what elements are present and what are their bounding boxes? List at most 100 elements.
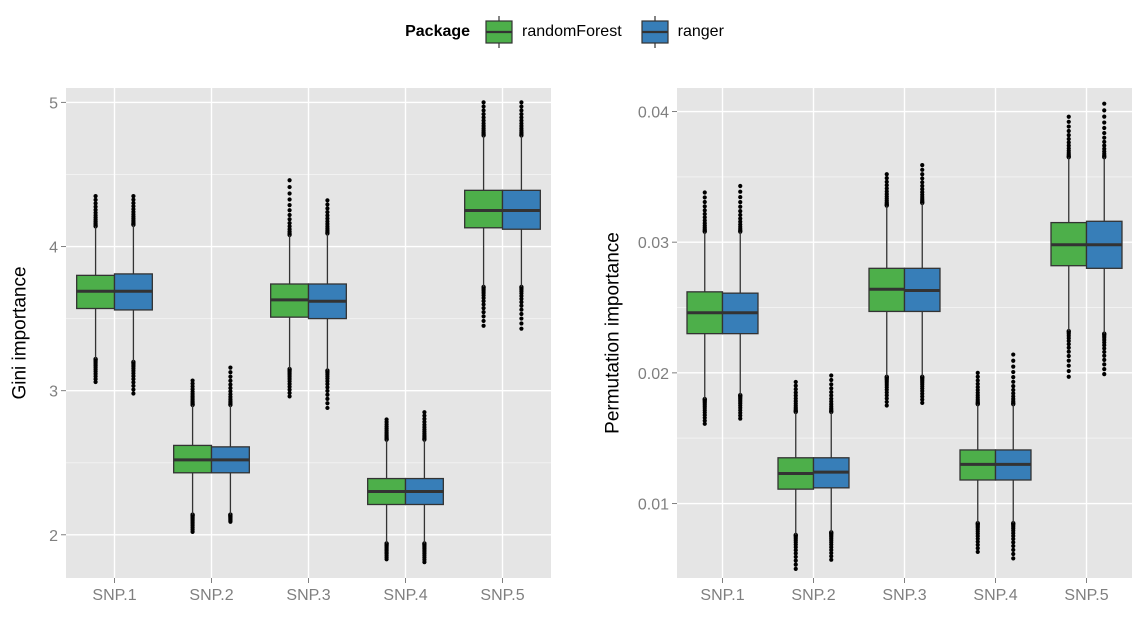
outlier-point (519, 108, 524, 113)
y-tick-label: 0.04 (638, 105, 669, 122)
outlier-point (738, 183, 743, 189)
outlier-point (1102, 143, 1107, 148)
outlier-point (93, 204, 98, 209)
outlier-point (702, 215, 707, 220)
outlier-point (228, 374, 233, 379)
outlier-point (228, 378, 233, 383)
outlier-point (519, 118, 524, 123)
outlier-point (829, 557, 834, 562)
outlier-point (1102, 349, 1107, 355)
outlier-point (519, 115, 524, 120)
outlier-point (287, 212, 292, 218)
y-tick-label: 0.02 (638, 366, 669, 383)
charts-svg: 2 3 4 5 SNP.1 SNP.2 SNP.3 SNP.4 SNP.5 Gini import… (10, 88, 1132, 604)
x-tick-label: SNP.4 (383, 587, 427, 604)
outlier-point (793, 562, 798, 567)
outlier-point (1102, 139, 1107, 144)
outlier-point (131, 197, 136, 202)
outlier-point (519, 316, 524, 321)
outlier-point (1011, 536, 1016, 542)
outlier-point (738, 216, 743, 221)
y-axis-label: Permutation importance (603, 232, 624, 434)
outlier-point (93, 379, 98, 385)
outlier-point (975, 384, 980, 390)
outlier-point (1102, 353, 1107, 358)
chart-panel-2: 0.01 0.02 0.03 0.04 SNP.1 SNP.2 SNP.3 SNP.4 SNP.… (603, 88, 1132, 604)
outlier-point (738, 189, 743, 194)
outlier-point (920, 187, 925, 192)
outlier-point (975, 546, 980, 551)
outlier-point (975, 374, 980, 379)
outlier-point (519, 307, 524, 312)
outlier-point (131, 204, 136, 209)
outlier-point (920, 167, 925, 172)
outlier-point (481, 309, 486, 315)
outlier-point (884, 176, 889, 181)
outlier-point (131, 207, 136, 212)
outlier-point (1102, 114, 1107, 119)
outlier-point (702, 415, 707, 420)
outlier-point (325, 401, 330, 406)
outlier-point (422, 410, 427, 415)
outlier-point (481, 306, 486, 311)
box-ranger-snp1 (721, 183, 759, 421)
outlier-point (702, 204, 707, 209)
outlier-point (384, 417, 389, 422)
outlier-point (325, 388, 330, 394)
outlier-point (829, 393, 834, 398)
outlier-point (481, 104, 486, 109)
box-randomforest-snp4 (367, 417, 407, 562)
outlier-point (1011, 379, 1016, 384)
outlier-point (1102, 372, 1107, 377)
outlier-point (793, 393, 798, 398)
outlier-point (1011, 369, 1016, 375)
outlier-point (1066, 124, 1071, 129)
outlier-point (287, 224, 292, 229)
outlier-point (1102, 135, 1107, 140)
outlier-point (287, 178, 292, 183)
outlier-point (1011, 547, 1016, 552)
outlier-point (975, 539, 980, 544)
outlier-point (829, 382, 834, 387)
outlier-point (190, 529, 195, 534)
outlier-point (131, 374, 136, 379)
outlier-point (481, 314, 486, 319)
outlier-point (1011, 394, 1016, 399)
outlier-point (829, 554, 834, 559)
outlier-point (920, 400, 925, 406)
outlier-point (519, 296, 524, 301)
outlier-point (384, 557, 389, 562)
outlier-point (228, 386, 233, 391)
outlier-point (325, 206, 330, 211)
outlier-point (131, 377, 136, 382)
outlier-point (1102, 146, 1107, 151)
outlier-point (131, 193, 136, 199)
outlier-point (975, 370, 980, 375)
outlier-point (1011, 540, 1016, 545)
outlier-point (884, 403, 889, 408)
outlier-point (519, 311, 524, 317)
outlier-point (287, 394, 292, 399)
box-ranger-snp5 (1085, 101, 1123, 377)
outlier-point (1066, 345, 1071, 350)
outlier-point (884, 396, 889, 401)
legend-key-ranger (640, 15, 670, 49)
x-tick-label: SNP.5 (1064, 587, 1108, 604)
legend-title: Package (405, 23, 471, 40)
outlier-point (519, 321, 524, 326)
outlier-point (1102, 357, 1107, 362)
outlier-point (190, 384, 195, 389)
outlier-point (738, 219, 743, 224)
outlier-point (287, 184, 292, 190)
outlier-point (1102, 101, 1107, 106)
outlier-point (884, 172, 889, 177)
outlier-point (702, 211, 707, 217)
x-tick-label: SNP.5 (480, 587, 524, 604)
outlier-point (287, 387, 292, 392)
outlier-point (287, 390, 292, 396)
outlier-point (1066, 140, 1071, 145)
outlier-point (325, 379, 330, 384)
outlier-point (884, 186, 889, 191)
outlier-point (325, 405, 330, 411)
outlier-point (287, 197, 292, 202)
